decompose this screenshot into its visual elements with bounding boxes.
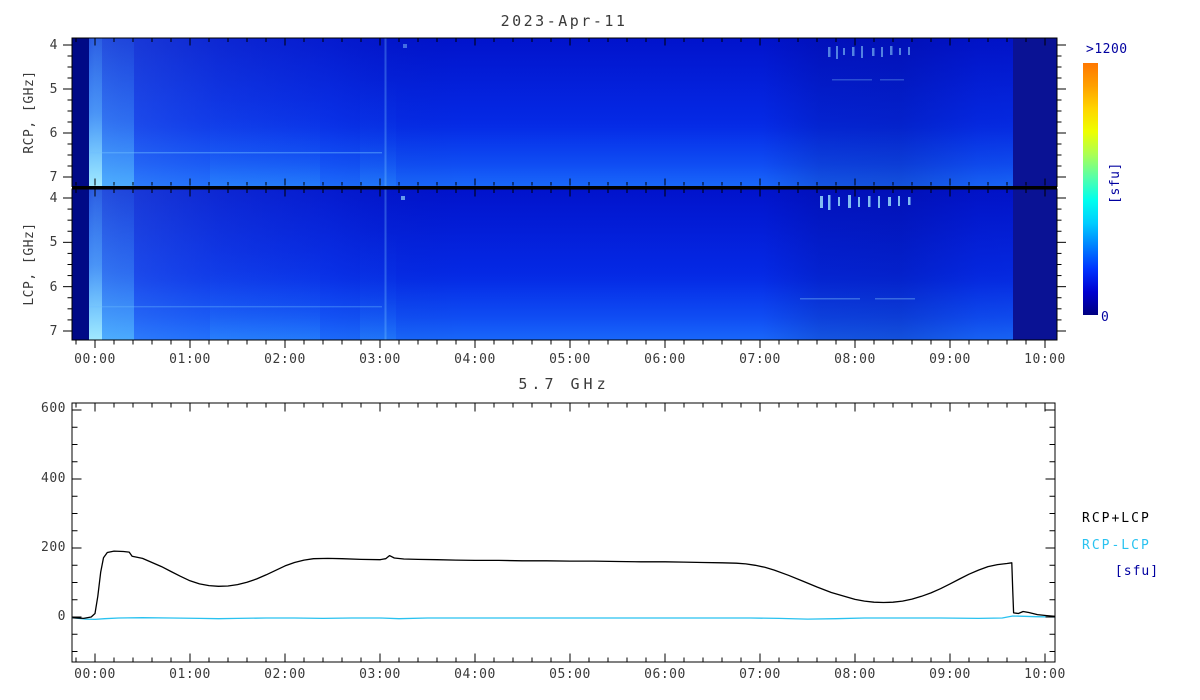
spectrogram-date-title: 2023-Apr-11 [500, 12, 628, 30]
rcp-freq-tick: 7 [49, 170, 58, 185]
time-tick-label: 02:00 [264, 667, 306, 682]
time-tick-label: 03:00 [359, 352, 401, 367]
time-tick-label: 10:00 [1024, 352, 1066, 367]
flux-tick-label: 600 [41, 401, 66, 416]
axis-ticks [63, 38, 1066, 662]
lcp-interference-speckles [401, 195, 915, 300]
time-tick-label: 06:00 [644, 352, 686, 367]
time-tick-label: 07:00 [739, 667, 781, 682]
panel-divider [72, 186, 1057, 189]
time-tick-label: 01:00 [169, 667, 211, 682]
legend-rcp-plus-lcp: RCP+LCP [1082, 511, 1151, 526]
time-tick-label: 08:00 [834, 352, 876, 367]
time-tick-label: 01:00 [169, 352, 211, 367]
rcp-freq-tick: 5 [49, 82, 58, 97]
flux-tick-label: 0 [57, 609, 66, 624]
time-tick-label: 08:00 [834, 667, 876, 682]
time-tick-label: 00:00 [74, 352, 116, 367]
lcp-freq-tick: 6 [49, 280, 58, 295]
rcp-axis-label: RCP, [GHz] [22, 70, 37, 154]
lcp-freq-tick: 4 [49, 191, 58, 206]
time-tick-label: 04:00 [454, 667, 496, 682]
rcp-plus-lcp-curve [72, 550, 1055, 620]
time-tick-label: 06:00 [644, 667, 686, 682]
rcp-spectrogram-panel [71, 37, 1058, 187]
timeseries-title: 5.7 GHz [518, 375, 610, 393]
colorbar-min-label: 0 [1101, 310, 1110, 325]
legend-rcp-minus-lcp: RCP-LCP [1082, 538, 1151, 553]
colorbar-unit-label: [sfu] [1108, 162, 1123, 204]
rcp-minus-lcp-curve [72, 615, 1055, 621]
time-tick-label: 09:00 [929, 352, 971, 367]
time-tick-label: 09:00 [929, 667, 971, 682]
lcp-freq-tick: 7 [49, 324, 58, 339]
flux-tick-label: 200 [41, 540, 66, 555]
colorbar [1083, 63, 1098, 315]
colorbar-max-label: >1200 [1086, 42, 1128, 57]
legend-unit: [sfu] [1114, 564, 1160, 579]
time-tick-label: 10:00 [1024, 667, 1066, 682]
flux-tick-label: 400 [41, 471, 66, 486]
lcp-spectrogram-panel [71, 188, 1058, 341]
time-tick-label: 00:00 [74, 667, 116, 682]
lcp-axis-label: LCP, [GHz] [22, 222, 37, 306]
time-tick-label: 05:00 [549, 667, 591, 682]
rcp-interference-speckles [403, 44, 910, 81]
time-tick-label: 03:00 [359, 667, 401, 682]
rcp-freq-tick: 6 [49, 126, 58, 141]
time-tick-label: 04:00 [454, 352, 496, 367]
lcp-freq-tick: 5 [49, 235, 58, 250]
rcp-freq-tick: 4 [49, 38, 58, 53]
time-tick-label: 02:00 [264, 352, 306, 367]
time-tick-label: 05:00 [549, 352, 591, 367]
timeseries-panel [71, 402, 1056, 663]
time-tick-label: 07:00 [739, 352, 781, 367]
